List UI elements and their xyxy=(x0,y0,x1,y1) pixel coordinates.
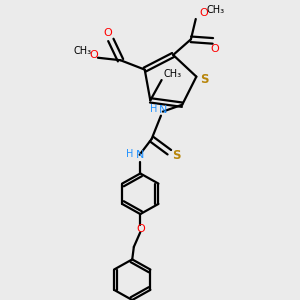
Text: CH₃: CH₃ xyxy=(163,69,181,79)
Text: N: N xyxy=(159,105,167,115)
Text: CH₃: CH₃ xyxy=(206,4,224,15)
Text: CH₃: CH₃ xyxy=(74,46,92,56)
Text: O: O xyxy=(90,50,98,60)
Text: O: O xyxy=(136,224,145,234)
Text: H: H xyxy=(150,104,157,114)
Text: S: S xyxy=(172,149,181,162)
Text: S: S xyxy=(200,73,209,85)
Text: O: O xyxy=(200,8,208,18)
Text: O: O xyxy=(103,28,112,38)
Text: N: N xyxy=(136,150,145,160)
Text: H: H xyxy=(127,149,134,159)
Text: O: O xyxy=(210,44,219,54)
